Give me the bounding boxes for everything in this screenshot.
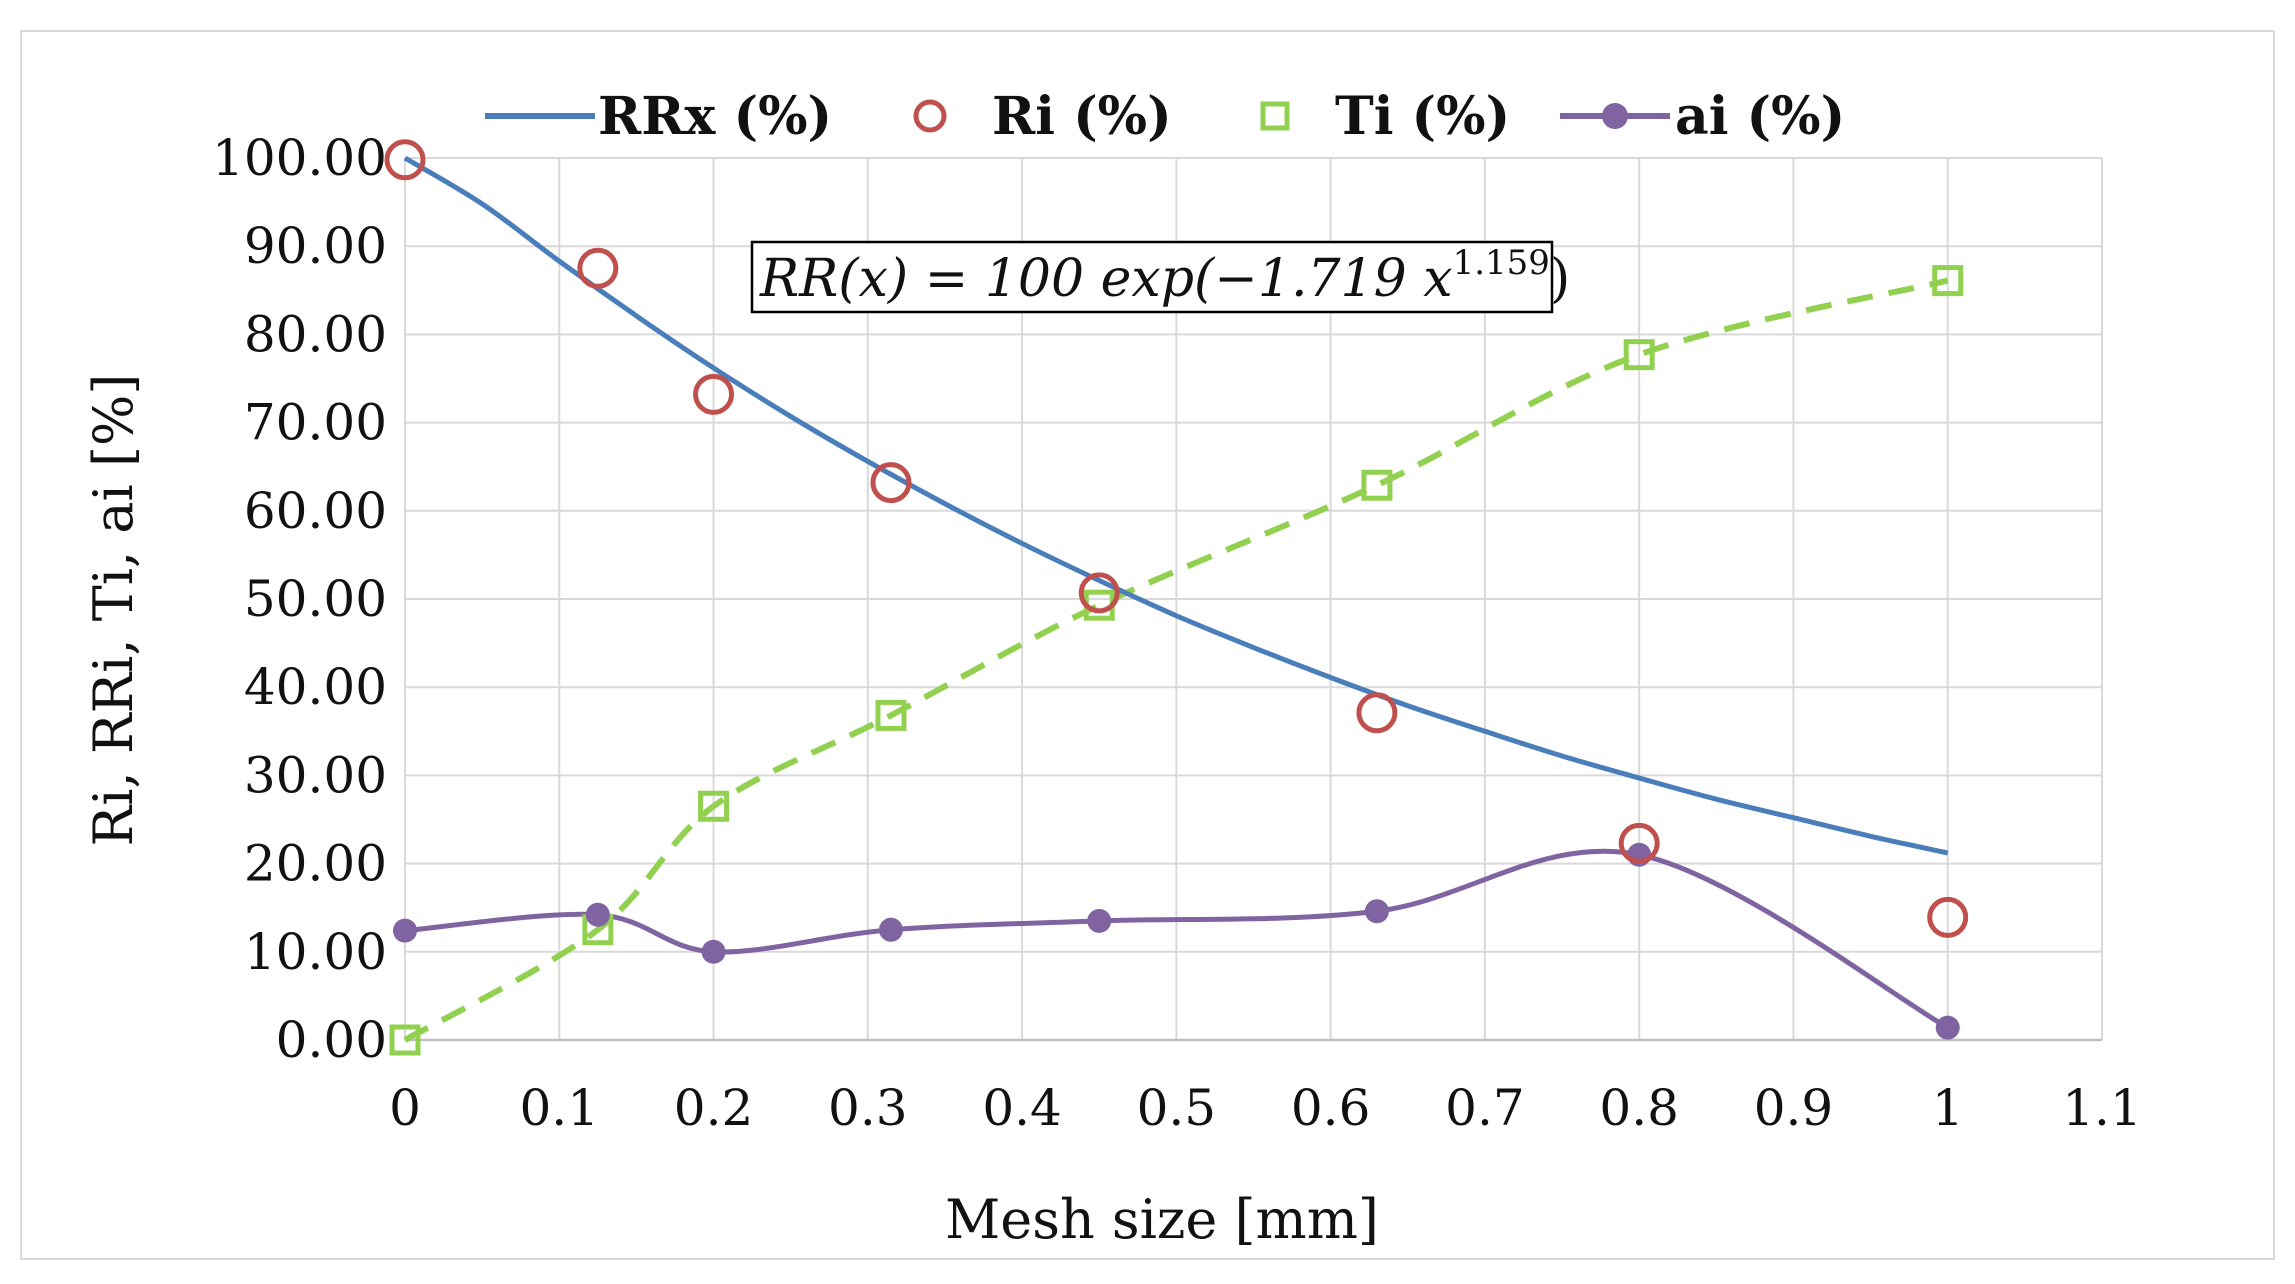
x-tick-label: 0.8 (1599, 1079, 1679, 1137)
x-tick-label: 0 (389, 1079, 421, 1137)
ti-point (1623, 339, 1655, 371)
legend-swatch-ti (1260, 101, 1290, 131)
y-tick-label: 70.00 (244, 394, 387, 452)
legend-item-ti: Ti (%) (1260, 86, 1510, 147)
ai-point (1364, 899, 1389, 924)
ai-point (393, 918, 417, 943)
ti-point (1083, 589, 1115, 621)
y-tick-label: 30.00 (244, 746, 387, 804)
series-rrx-line (403, 155, 1949, 856)
x-tick-label: 0.3 (828, 1079, 908, 1137)
legend-label-ai: ai (%) (1675, 86, 1845, 147)
legend: RRx (%) Ri (%) Ti (%) ai (%) (485, 86, 1845, 147)
ai-point (701, 939, 726, 964)
legend-label-ri: Ri (%) (992, 86, 1172, 147)
x-tick-label: 0.5 (1137, 1079, 1217, 1137)
ai-point (1935, 1015, 1960, 1040)
ti-point (698, 790, 730, 822)
x-tick-label: 1 (1932, 1079, 1964, 1137)
ri-point (577, 247, 619, 289)
ai-point (1087, 908, 1112, 933)
x-tick-label: 0.6 (1291, 1079, 1371, 1137)
legend-swatch-ri (913, 99, 947, 133)
x-tick-label: 0.9 (1754, 1079, 1834, 1137)
y-tick-label: 10.00 (244, 923, 387, 981)
legend-item-rrx: RRx (%) (485, 86, 832, 147)
y-tick-label: 60.00 (244, 482, 387, 540)
y-tick-label: 40.00 (244, 658, 387, 716)
y-tick-label: 80.00 (244, 305, 387, 363)
ri-point (870, 462, 912, 504)
series-ti-trendline (403, 277, 1949, 1043)
y-tick-label: 100.00 (212, 129, 387, 187)
legend-item-ai: ai (%) (1560, 86, 1845, 147)
y-axis-title: Ri, RRi, Ti, ai [%] (82, 374, 145, 847)
ti-point (389, 1024, 421, 1056)
x-tick-label: 0.4 (982, 1079, 1062, 1137)
equation-label: RR(x) = 100 exp(−1.719 x1.159) (759, 243, 1570, 309)
axes: 0.00 10.00 20.00 30.00 40.00 50.00 60.00 70.00 8… (212, 129, 2142, 1137)
legend-swatch-ai-dot (1602, 103, 1628, 129)
ti-point (1361, 469, 1393, 501)
legend-item-ri: Ri (%) (913, 86, 1172, 147)
ai-point (878, 917, 903, 942)
ti-point (1932, 265, 1964, 297)
y-tick-label: 0.00 (276, 1011, 387, 1069)
ri-point (1927, 896, 1969, 938)
series-group (384, 139, 1969, 1056)
y-tick-label: 90.00 (244, 217, 387, 275)
x-tick-label: 1.1 (2062, 1079, 2142, 1137)
ri-point (1618, 822, 1660, 864)
ri-point (384, 139, 426, 181)
x-tick-label: 0.1 (520, 1079, 600, 1137)
ri-point (1078, 572, 1120, 614)
y-tick-label: 50.00 (244, 570, 387, 628)
y-tick-label: 20.00 (244, 835, 387, 893)
ti-point (875, 699, 907, 731)
x-tick-label: 0.2 (674, 1079, 754, 1137)
legend-label-rrx: RRx (%) (598, 86, 832, 147)
x-axis-title: Mesh size [mm] (945, 1188, 1379, 1251)
legend-label-ti: Ti (%) (1335, 86, 1510, 147)
ai-point (585, 902, 610, 927)
ri-point (1356, 692, 1398, 734)
equation-annotation: RR(x) = 100 exp(−1.719 x1.159) (750, 240, 1570, 314)
x-tick-label: 0.7 (1445, 1079, 1525, 1137)
ri-point (693, 373, 735, 415)
equation-frame (750, 240, 1554, 314)
